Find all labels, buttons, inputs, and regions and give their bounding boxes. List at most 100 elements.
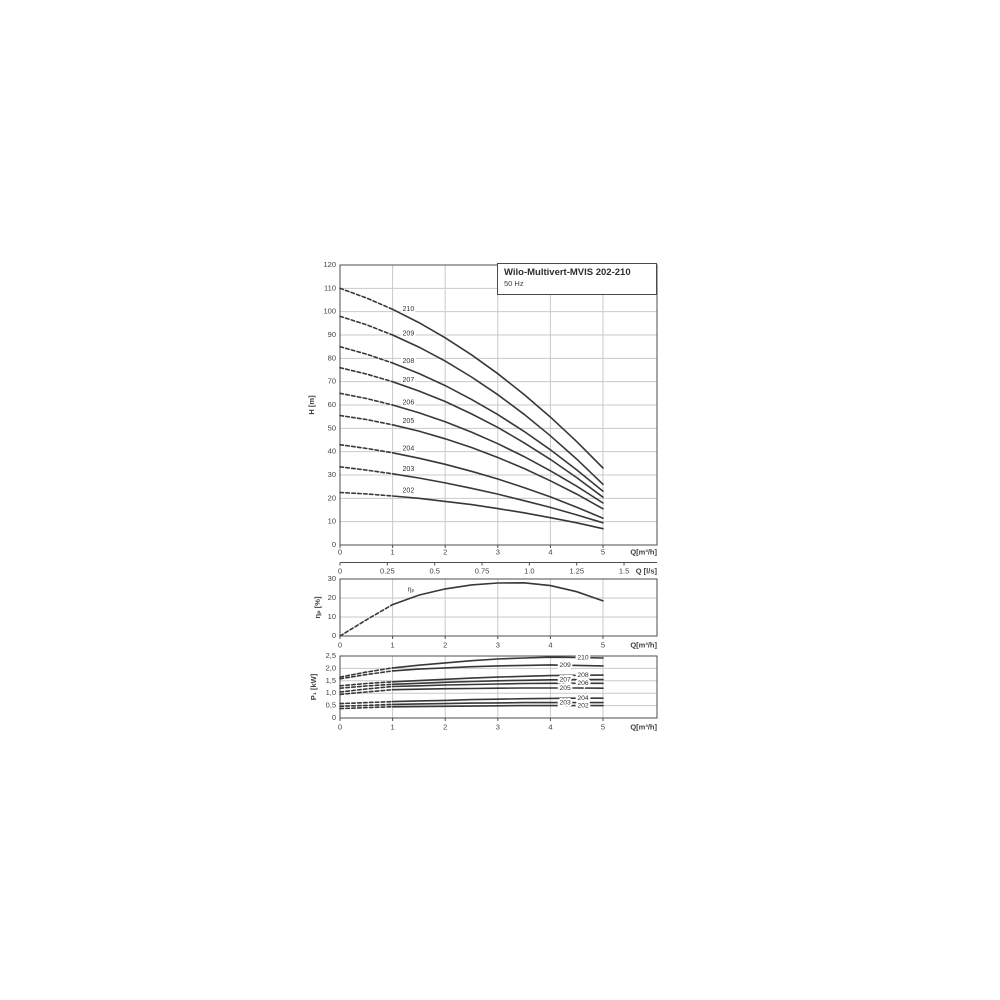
x-tick-label: 3 [496,640,500,649]
x-tick-label: 1 [391,640,395,649]
chart-title-box: Wilo-Multivert-MVIS 202-210 50 Hz [497,263,657,295]
x-tick-label: 4 [548,640,552,649]
curve-210 [391,656,604,669]
head-flow-y-axis: 0 10 20 30 40 50 60 70 80 90 100 110 120 [323,260,336,549]
curve-204-dashed [339,700,394,705]
curve-205-dashed [339,414,394,426]
y-tick-label: 50 [328,423,336,432]
secondary-tick-label: 1.25 [569,566,584,575]
curve-label-208: 208 [403,358,415,365]
y-tick-label: 120 [323,260,336,269]
curve-label-207: 207 [559,677,571,684]
curve-203-dashed [339,703,394,708]
efficiency-curve-labels: ηₚ [406,584,417,595]
secondary-axis-unit-label: Q [l/s] [636,566,658,575]
curve-label-206: 206 [403,400,415,407]
y-tick-label: 20 [328,493,336,502]
x-tick-label: 5 [601,722,605,731]
curve-208 [391,674,604,683]
curve-label-210: 210 [403,306,415,313]
curve-210 [391,308,604,469]
x-tick-label: 5 [601,547,605,556]
curve-206 [391,404,604,504]
x-tick-label: 0 [338,547,342,556]
curve-203 [391,472,604,524]
efficiency-x-axis: 0 1 2 3 4 5 Q[m³/h] [338,636,657,649]
y-tick-label: 100 [323,307,336,316]
curve-label-203: 203 [559,699,571,706]
curve-209 [391,334,604,486]
efficiency-y-axis-title: ηₚ [%] [313,596,322,618]
y-tick-label: 1,0 [326,688,336,697]
efficiency-x-unit-label: Q[m³/h] [630,640,657,649]
y-tick-label: 10 [328,517,336,526]
y-tick-label: 1,5 [326,676,336,685]
curve-202-dashed [339,705,394,710]
y-tick-label: 2,5 [326,651,336,660]
curve-label-202: 202 [577,703,589,710]
efficiency-grid [340,579,657,636]
y-tick-label: 0 [332,713,336,722]
x-tick-label: 4 [548,722,552,731]
curve-204-dashed [339,443,394,454]
power-plot-border [339,655,658,719]
x-tick-label: 2 [443,547,447,556]
y-tick-label: 110 [324,283,336,292]
y-tick-label: 20 [328,593,336,602]
curve-206 [391,682,604,688]
x-tick-label: 2 [443,640,447,649]
curve-205-dashed [339,688,394,696]
head-flow-x-axis: 0 1 2 3 4 5 Q[m³/h] [338,545,657,556]
curve-208-dashed [339,680,394,687]
y-tick-label: 10 [328,612,336,621]
curve-209 [391,664,604,672]
curve-label-209: 209 [559,662,571,669]
secondary-tick-label: 1.5 [619,566,629,575]
curve-205 [391,423,604,510]
chart-title: Wilo-Multivert-MVIS 202-210 [504,267,631,278]
x-tick-label: 2 [443,722,447,731]
curve-203 [391,701,604,706]
y-tick-label: 2,0 [326,663,336,672]
efficiency-chart: ηₚ 0 10 20 30 0 1 2 3 4 5 Q[m³/h] ηₚ [%] [313,574,658,649]
secondary-tick-label: 0.75 [475,566,490,575]
curve-202 [391,704,604,708]
curve-ηₚ [391,581,604,606]
curve-206-dashed [339,685,394,693]
curve-label-206: 206 [577,680,589,687]
curve-206-dashed [339,392,394,406]
x-tick-label: 5 [601,640,605,649]
secondary-tick-label: 0 [338,566,342,575]
secondary-flow-axis: 0 0.25 0.5 0.75 1.0 1.25 1.5 Q [l/s] [338,562,658,575]
curve-label-205: 205 [403,418,415,425]
y-tick-label: 70 [328,377,336,386]
power-curve-labels: 210 209 208 207 206 205 204 203 202 [557,652,590,711]
y-tick-label: 40 [328,447,336,456]
power-y-axis: 0 0,5 1,0 1,5 2,0 2,5 [326,651,336,722]
curve-202 [391,495,604,530]
head-flow-curves [339,287,604,530]
curve-207-dashed [339,366,394,383]
curve-207-dashed [339,683,394,690]
y-tick-label: 0 [332,631,336,640]
efficiency-curves [339,581,604,637]
y-tick-label: 80 [328,353,336,362]
curve-208-dashed [339,345,394,364]
y-tick-label: 0 [332,540,336,549]
curve-label-204: 204 [577,695,589,702]
curve-label-209: 209 [403,331,415,338]
curve-label-204: 204 [403,446,415,453]
efficiency-y-axis: 0 10 20 30 [328,574,336,640]
secondary-tick-label: 0.25 [380,566,395,575]
power-x-axis: 0 1 2 3 4 5 Q[m³/h] [338,718,657,731]
curve-209-dashed [339,315,394,336]
curve-210-dashed [339,287,394,311]
chart-subtitle: 50 Hz [504,279,524,288]
curve-label-210: 210 [577,654,589,661]
power-curves [339,656,604,710]
curve-205 [391,687,604,691]
y-tick-label: 30 [328,470,336,479]
